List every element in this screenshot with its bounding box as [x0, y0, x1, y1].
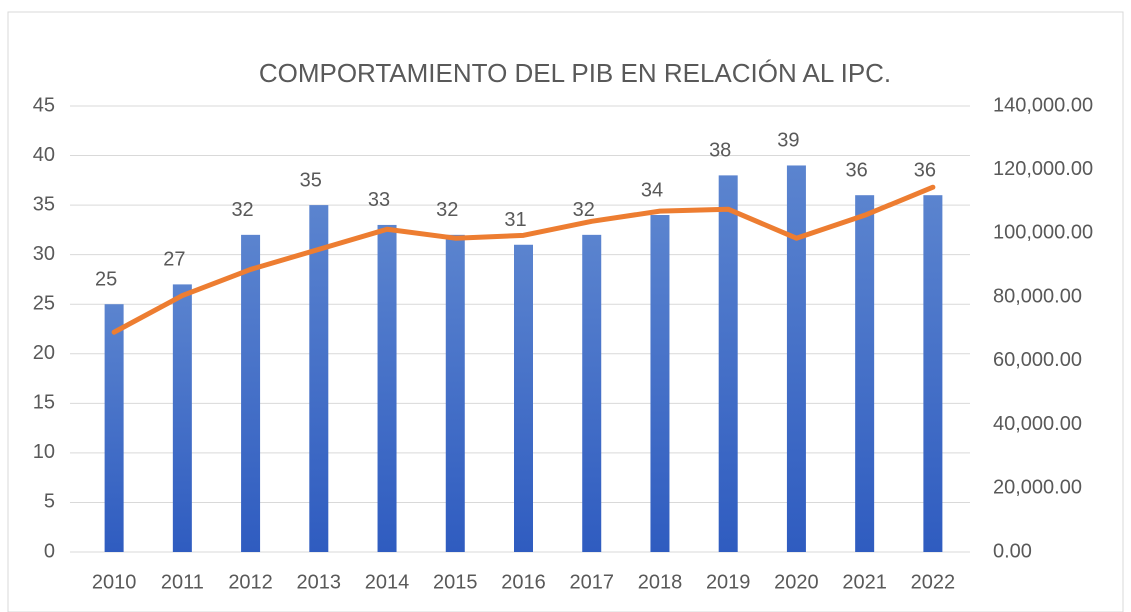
- data-label: 31: [504, 209, 526, 231]
- bar: [718, 175, 738, 552]
- x-tick-label: 2015: [433, 571, 478, 593]
- y-tick-label: 30: [33, 243, 55, 265]
- y-tick-label: 5: [44, 491, 55, 513]
- bar: [923, 195, 943, 552]
- x-tick-label: 2014: [365, 571, 410, 593]
- bar: [104, 304, 124, 552]
- bar: [582, 234, 602, 552]
- y2-tick-label: 80,000.00: [993, 285, 1082, 307]
- data-label: 39: [777, 130, 799, 152]
- data-label: 38: [709, 140, 731, 162]
- bar: [241, 234, 261, 552]
- y2-tick-label: 40,000.00: [993, 413, 1082, 435]
- data-label: 36: [914, 159, 936, 181]
- y2-tick-label: 60,000.00: [993, 349, 1082, 371]
- y-tick-label: 20: [33, 342, 55, 364]
- x-tick-label: 2021: [842, 571, 887, 593]
- y-tick-label: 10: [33, 441, 55, 463]
- x-tick-label: 2010: [92, 571, 137, 593]
- x-tick-label: 2017: [569, 571, 614, 593]
- bar: [309, 205, 329, 552]
- y-tick-label: 45: [33, 94, 55, 116]
- bar: [786, 165, 806, 552]
- x-tick-label: 2022: [911, 571, 956, 593]
- bar: [650, 215, 670, 552]
- bar: [514, 244, 533, 552]
- x-tick-label: 2011: [161, 571, 204, 593]
- x-tick-label: 2016: [501, 571, 546, 593]
- data-label: 32: [231, 199, 253, 221]
- y2-tick-label: 0.00: [993, 540, 1032, 562]
- data-label: 35: [300, 169, 322, 191]
- line: [111, 184, 936, 335]
- y2-tick-label: 20,000.00: [993, 477, 1082, 499]
- bar: [445, 234, 465, 552]
- data-label: 36: [846, 159, 868, 181]
- bar: [172, 284, 192, 552]
- data-label: 25: [95, 269, 117, 291]
- data-label: 33: [368, 189, 390, 211]
- y-tick-label: 40: [33, 144, 55, 166]
- y-tick-label: 15: [33, 392, 55, 414]
- data-label: 34: [641, 179, 663, 201]
- x-tick-label: 2020: [774, 571, 819, 593]
- data-label: 32: [573, 199, 595, 221]
- y-tick-label: 0: [44, 540, 55, 562]
- bar: [855, 195, 875, 552]
- x-tick-label: 2018: [638, 571, 683, 593]
- y2-tick-label: 100,000.00: [993, 222, 1093, 244]
- x-tick-label: 2013: [297, 571, 342, 593]
- chart-title: COMPORTAMIENTO DEL PIB EN RELACIÓN AL IP…: [259, 58, 891, 88]
- data-label: 27: [163, 249, 185, 271]
- data-label: 32: [436, 199, 458, 221]
- y-tick-label: 35: [33, 193, 55, 215]
- x-tick-label: 2019: [706, 571, 751, 593]
- bar: [377, 224, 397, 552]
- x-tick-label: 2012: [228, 571, 273, 593]
- y2-tick-label: 140,000.00: [993, 94, 1093, 116]
- y-tick-label: 25: [33, 293, 55, 315]
- y2-tick-label: 120,000.00: [993, 158, 1093, 180]
